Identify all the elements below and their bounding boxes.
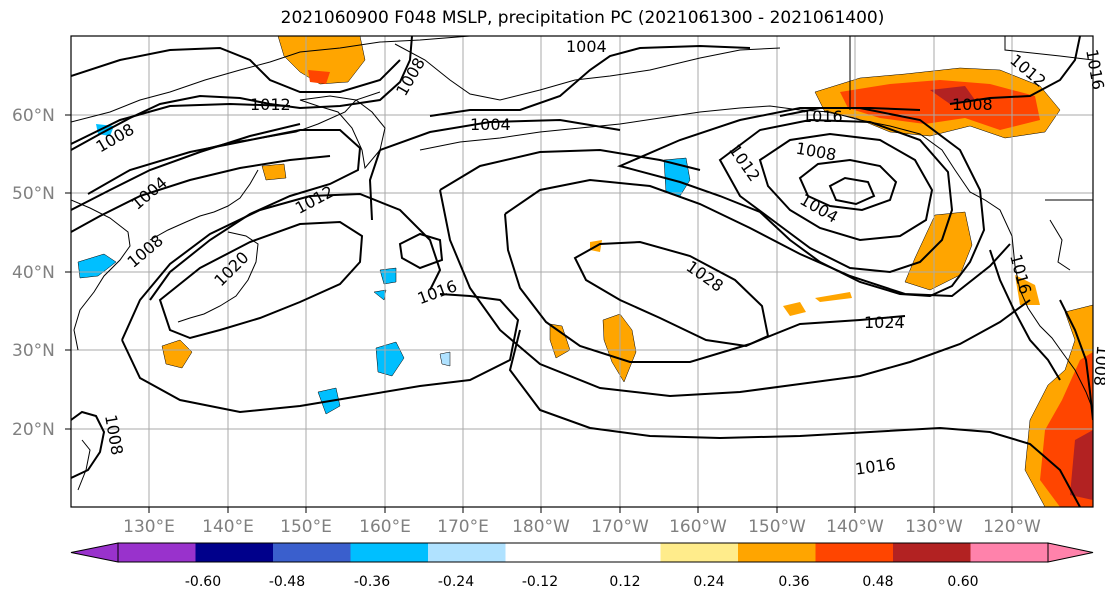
isobar-1008-mexico — [1059, 299, 1093, 421]
lon-label: 170°E — [437, 517, 489, 537]
colorbar-tick-label: 0.24 — [693, 574, 724, 590]
lat-label: 60°N — [12, 106, 55, 126]
isobar-1020-west — [158, 220, 364, 340]
isobar-label: 1012 — [250, 95, 291, 114]
isobar-1016-south — [368, 118, 1081, 507]
axis-ticks — [65, 114, 1013, 513]
isobar-1008-outer — [758, 132, 934, 242]
precip-area-kamchatka-core — [308, 70, 330, 84]
colorbar-segment — [815, 543, 894, 562]
colorbar-tick-label: 0.60 — [947, 574, 978, 590]
colorbar-segment — [428, 543, 506, 562]
colorbar-tick-label: -0.48 — [269, 574, 305, 590]
lon-label: 140°E — [202, 517, 254, 537]
isobar-1016-west — [121, 192, 520, 414]
isobar-label: 1008 — [952, 95, 993, 114]
precip-area-east-china — [261, 163, 287, 181]
precip-area-japan-south — [161, 339, 193, 369]
isobar-1024 — [504, 178, 1011, 298]
colorbar-tick-label: -0.12 — [522, 574, 558, 590]
lon-label: 130°E — [123, 517, 175, 537]
precip-shading — [77, 36, 1093, 507]
precip-area-mexico-max — [1070, 430, 1093, 500]
colorbar-tick-label: 0.12 — [609, 574, 640, 590]
map-panel: 1004 1008 1012 1008 1004 1004 1008 1012 … — [65, 35, 1105, 513]
colorbar-segment — [118, 543, 196, 562]
lon-label: 160°W — [669, 517, 727, 537]
precip-area-bc-coast — [904, 211, 973, 291]
isobar-1020 — [439, 148, 1031, 398]
isobar-1008-ne — [949, 36, 1081, 105]
isobar-1004-low — [798, 158, 898, 212]
colorbar-tick-label: -0.60 — [185, 574, 221, 590]
isobar-1004-arctic — [429, 44, 751, 117]
colorbar-segments — [70, 542, 1094, 563]
isobar-1008-west — [71, 155, 331, 233]
lat-label: 20°N — [12, 420, 55, 440]
lat-label: 40°N — [12, 263, 55, 283]
lon-label: 180°W — [512, 517, 570, 537]
isobar-1012-east — [718, 118, 954, 274]
isobar-label: 1004 — [470, 115, 511, 134]
colorbar-segment — [660, 543, 739, 562]
isobars — [71, 36, 1093, 507]
colorbar-tick-label: 0.36 — [778, 574, 809, 590]
colorbar: -0.60 -0.48 -0.36 -0.24 -0.12 0.12 0.24 … — [70, 542, 1094, 590]
isobar-1012-nw — [71, 102, 291, 145]
lon-label: 150°W — [748, 517, 806, 537]
precip-area-alaska-max — [930, 86, 975, 104]
map-title: 2021060900 F048 MSLP, precipitation PC (… — [280, 8, 885, 28]
colorbar-frame — [117, 542, 1049, 563]
isobar-1012-west — [87, 129, 362, 301]
isobar-1024-lower — [504, 213, 906, 363]
isobar-label: 1016 — [802, 107, 843, 126]
colorbar-ticks: -0.60 -0.48 -0.36 -0.24 -0.12 0.12 0.24 … — [185, 574, 979, 590]
colorbar-segment — [350, 543, 429, 562]
isobar-label: 1004 — [566, 37, 607, 56]
lon-label: 150°E — [280, 517, 332, 537]
isobar-label: 1024 — [864, 313, 905, 332]
precip-area-central-4 — [783, 302, 806, 316]
latitude-labels: 60°N 50°N 40°N 30°N 20°N — [12, 106, 55, 440]
colorbar-segment — [195, 543, 274, 562]
colorbar-extend-high — [1047, 542, 1094, 563]
longitude-labels: 130°E 140°E 150°E 160°E 170°E 180°W 170°… — [123, 517, 1041, 537]
lon-label: 140°W — [826, 517, 884, 537]
lat-label: 50°N — [12, 184, 55, 204]
colorbar-segment — [583, 543, 661, 562]
colorbar-segment — [970, 543, 1049, 562]
coastlines — [71, 36, 1093, 491]
colorbar-extend-low — [70, 542, 119, 563]
isobar-1008-sw — [71, 410, 106, 479]
precip-area-alaska-core — [840, 80, 1040, 130]
isobar-1016-ne — [779, 107, 921, 117]
colorbar-tick-label: -0.24 — [438, 574, 474, 590]
isobar-label: 1008 — [1090, 345, 1105, 387]
precip-area-oregon — [1015, 275, 1040, 305]
precip-area-central-5 — [815, 292, 852, 302]
colorbar-segment — [738, 543, 816, 562]
isobar-1016-east — [616, 107, 986, 298]
lon-label: 130°W — [905, 517, 963, 537]
colorbar-tick-label: 0.48 — [862, 574, 893, 590]
lat-label: 30°N — [12, 341, 55, 361]
isobar-1008-low — [828, 176, 876, 206]
isobar-1004-west — [71, 123, 301, 211]
colorbar-segment — [273, 543, 351, 562]
dry-area-aleutians — [663, 157, 691, 197]
lon-label: 170°W — [591, 517, 649, 537]
lon-label: 160°E — [359, 517, 411, 537]
isobar-1016-loop — [398, 232, 444, 270]
dry-area-nw-pacific-5 — [439, 351, 451, 367]
colorbar-segment — [505, 543, 584, 562]
colorbar-tick-label: -0.36 — [354, 574, 390, 590]
colorbar-segment — [893, 543, 971, 562]
lon-label: 120°W — [983, 517, 1041, 537]
isobar-1016-west-coast — [989, 249, 1061, 381]
isobar-1004-north — [71, 46, 401, 93]
